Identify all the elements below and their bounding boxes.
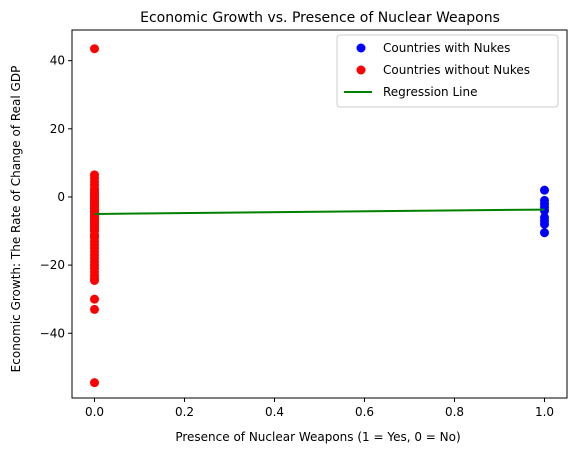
legend: Countries with Nukes Countries without N… xyxy=(336,34,559,108)
point-series-1-48 xyxy=(90,378,99,388)
legend-label-nukes: Countries with Nukes xyxy=(383,41,510,55)
x-tick-label: 0.6 xyxy=(355,405,374,419)
point-series-1-49 xyxy=(90,212,99,222)
point-series-1-45 xyxy=(90,275,99,285)
y-ticks: −40 −20 0 20 40 xyxy=(40,54,72,340)
axes-frame xyxy=(71,29,568,399)
point-series-1-50 xyxy=(90,202,99,212)
y-tick-label: −40 xyxy=(40,326,65,340)
points-layer xyxy=(90,44,549,388)
x-tick-label: 0.2 xyxy=(175,405,194,419)
point-series-0-0 xyxy=(540,185,549,195)
y-tick-label: −20 xyxy=(40,258,65,272)
legend-marker-nukes xyxy=(356,43,366,53)
point-series-0-4 xyxy=(540,206,549,216)
x-axis-label: Presence of Nuclear Weapons (1 = Yes, 0 … xyxy=(175,430,460,444)
point-series-1-47 xyxy=(90,304,99,314)
point-series-1-46 xyxy=(90,294,99,304)
chart-title: Economic Growth vs. Presence of Nuclear … xyxy=(140,10,500,26)
x-ticks: 0.0 0.2 0.4 0.6 0.8 1.0 xyxy=(85,398,554,419)
legend-box xyxy=(336,34,559,108)
x-tick-label: 0.4 xyxy=(265,405,284,419)
x-tick-label: 0.0 xyxy=(85,405,104,419)
y-tick-label: 0 xyxy=(57,190,65,204)
point-series-1-51 xyxy=(90,185,99,195)
regression-line xyxy=(94,208,545,215)
y-tick-label: 40 xyxy=(50,54,65,68)
x-tick-label: 1.0 xyxy=(535,405,554,419)
y-tick-label: 20 xyxy=(50,122,65,136)
x-tick-label: 0.8 xyxy=(445,405,464,419)
legend-label-regression: Regression Line xyxy=(383,85,477,99)
point-series-0-8 xyxy=(540,228,549,238)
legend-marker-no-nukes xyxy=(356,65,366,75)
y-axis-label: Economic Growth: The Rate of Change of R… xyxy=(9,66,23,373)
point-series-1-0 xyxy=(90,44,99,54)
point-series-0-7 xyxy=(540,219,549,229)
legend-label-no-nukes: Countries without Nukes xyxy=(383,63,530,77)
regression-layer xyxy=(94,208,545,215)
